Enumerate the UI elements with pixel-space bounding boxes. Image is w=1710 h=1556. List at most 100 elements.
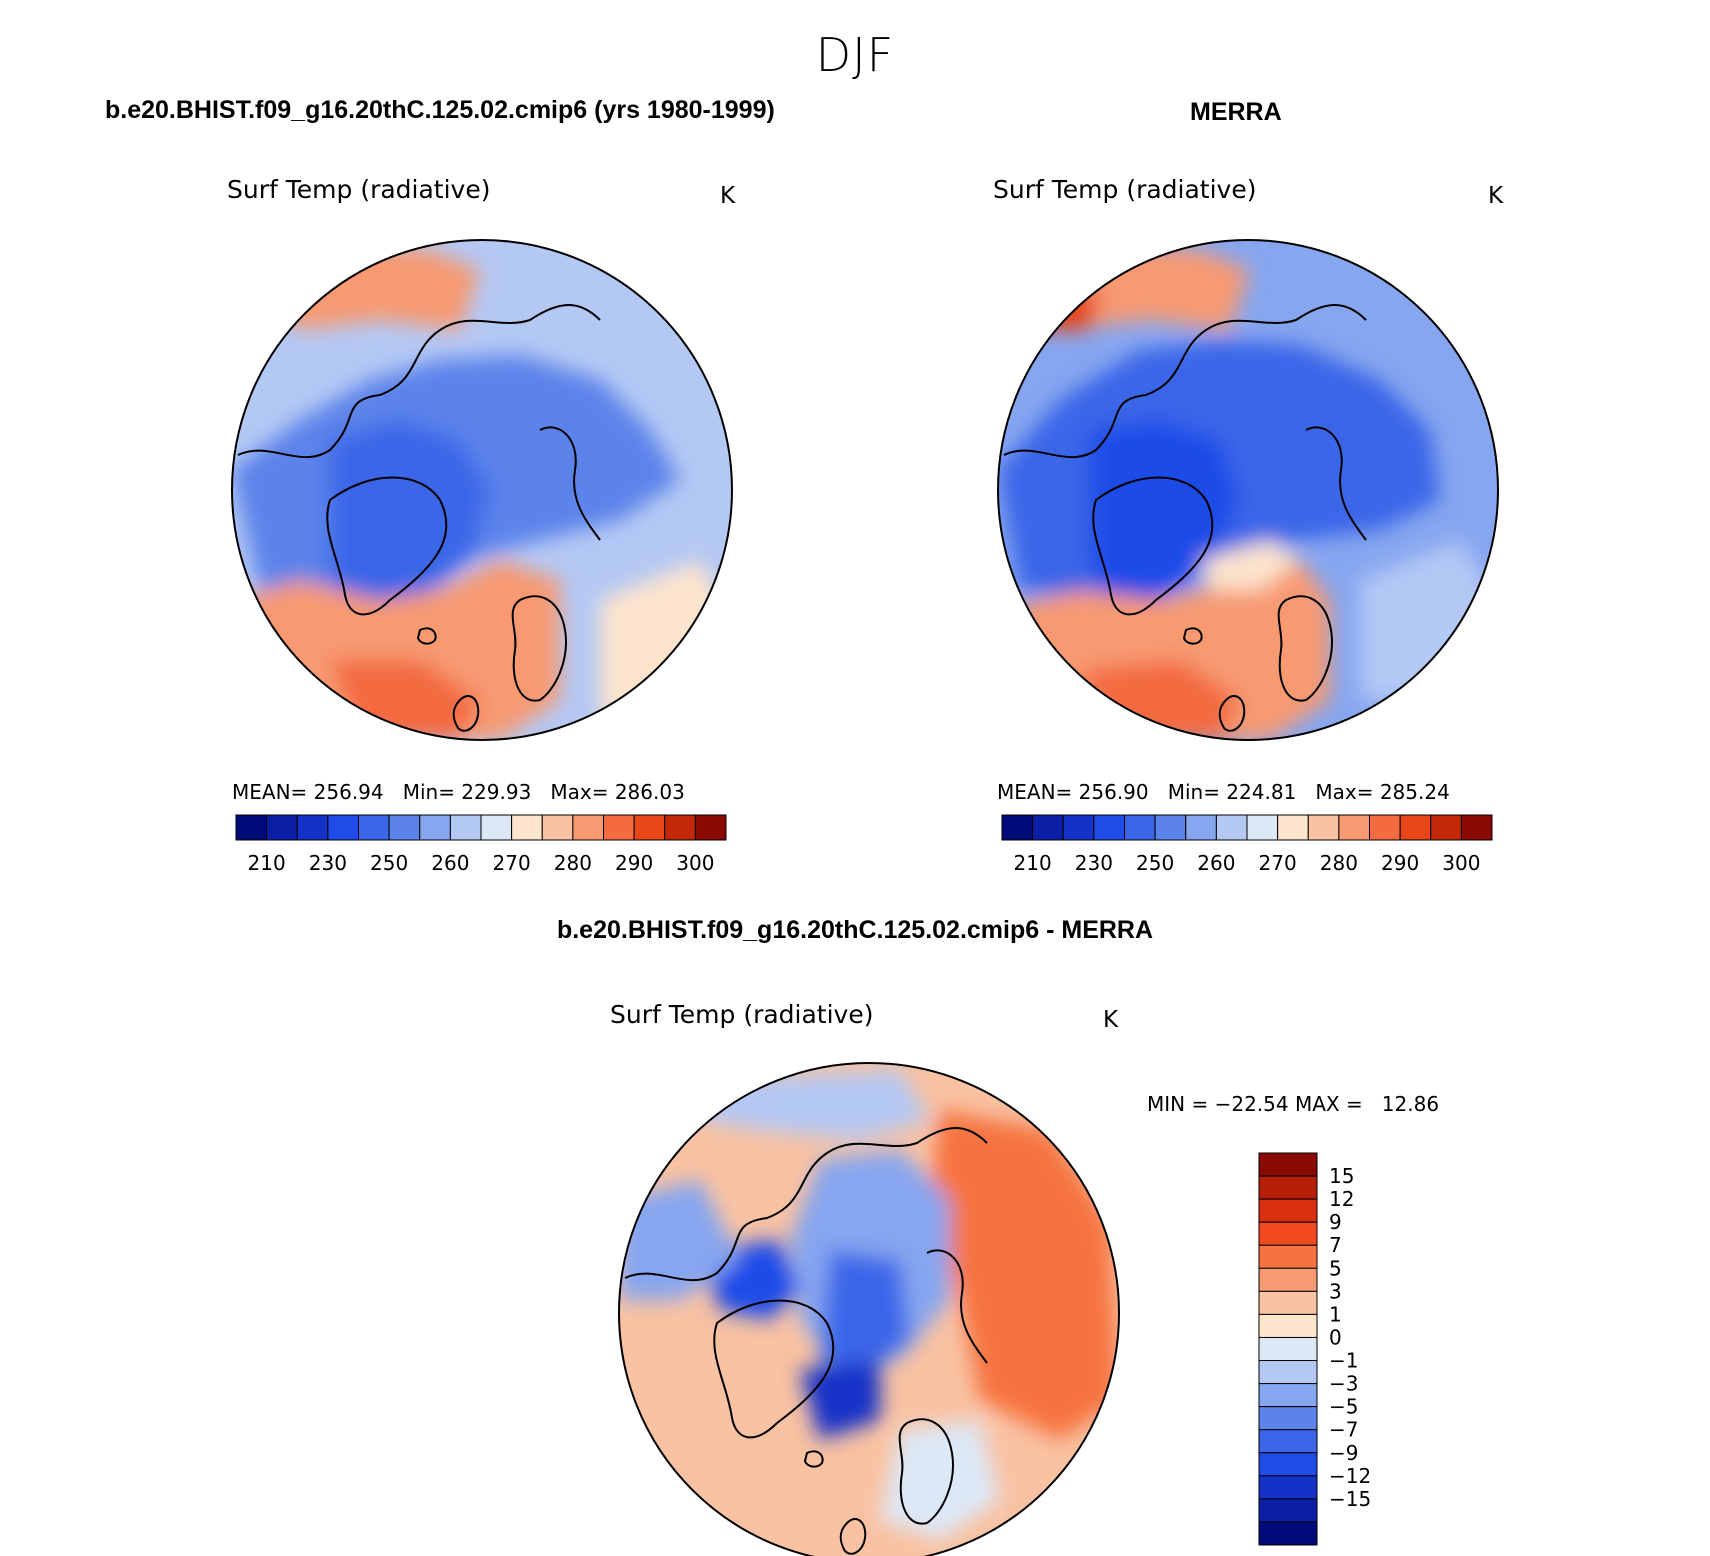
diff-colorbar-tick-label: 7 xyxy=(1329,1233,1342,1257)
left-colorbar-swatch xyxy=(664,814,696,841)
diff-colorbar-swatch xyxy=(1258,1267,1318,1292)
right-colorbar-swatch xyxy=(1460,814,1493,841)
right-colorbar-swatch xyxy=(1032,814,1064,841)
left-colorbar-swatch xyxy=(511,814,543,841)
diff-colorbar-tick-label: −3 xyxy=(1329,1372,1358,1396)
right-colorbar-tick-label: 290 xyxy=(1381,851,1419,875)
diff-colorbar-tick-label: 15 xyxy=(1329,1164,1354,1188)
right-colorbar-swatch xyxy=(1307,814,1340,841)
left-map-boundary xyxy=(231,239,733,741)
right-colorbar-swatch xyxy=(1062,814,1095,841)
right-colorbar-swatch xyxy=(1093,814,1125,841)
left-colorbar-swatch xyxy=(449,814,482,841)
diff-colorbar-swatch xyxy=(1258,1244,1318,1269)
right-stats-text: MEAN= 256.90 Min= 224.81 Max= 285.24 xyxy=(997,780,1450,804)
left-colorbar-swatch xyxy=(358,814,390,841)
right-colorbar-tick-label: 280 xyxy=(1320,851,1358,875)
diff-stats-text: MIN = −22.54 MAX = 12.86 xyxy=(1147,1092,1440,1116)
left-colorbar-swatch xyxy=(235,814,268,841)
left-panel-title: b.e20.BHIST.f09_g16.20thC.125.02.cmip6 (… xyxy=(105,96,775,124)
diff-colorbar-tick-label: −12 xyxy=(1329,1464,1371,1488)
diff-variable-label: Surf Temp (radiative) xyxy=(610,1000,874,1029)
left-coastlines xyxy=(237,304,601,732)
right-polar-map xyxy=(998,240,1498,740)
right-colorbar-swatch xyxy=(1399,814,1432,841)
diff-colorbar-swatch xyxy=(1258,1198,1318,1223)
diff-siberia-warm-region xyxy=(930,1110,1119,1440)
diff-colorbar-tick-label: −7 xyxy=(1329,1418,1358,1442)
right-colorbar-tick-label: 300 xyxy=(1442,851,1480,875)
left-colorbar-swatch xyxy=(694,814,727,841)
right-map-boundary xyxy=(997,239,1499,741)
right-colorbar-swatch xyxy=(1001,814,1034,841)
diff-scandinavia-neutral xyxy=(880,1420,1000,1540)
left-polar-map xyxy=(232,240,732,740)
left-variable-label: Surf Temp (radiative) xyxy=(227,175,491,204)
diff-colorbar-swatch xyxy=(1258,1475,1318,1500)
right-norwegian-sea-region xyxy=(1200,540,1300,590)
diff-colorbar-swatch xyxy=(1258,1336,1318,1362)
diff-colorbar-swatch xyxy=(1258,1521,1318,1546)
right-colorbar-swatch xyxy=(1246,814,1279,841)
figure-title: DJF xyxy=(815,28,895,82)
right-colorbar-swatch xyxy=(1215,814,1248,841)
right-colorbar-tick-label: 230 xyxy=(1075,851,1113,875)
left-colorbar-tick-label: 270 xyxy=(493,851,531,875)
left-colorbar-tick-label: 250 xyxy=(370,851,408,875)
left-colorbar-swatch xyxy=(480,814,513,841)
diff-colorbar-swatch xyxy=(1258,1452,1318,1477)
left-colorbar: 210 230 250 260 270 280 290 300 xyxy=(235,814,727,875)
right-panel-title: MERRA xyxy=(1190,98,1282,126)
left-colorbar-swatch xyxy=(572,814,604,841)
diff-colorbar-tick-label: 9 xyxy=(1329,1210,1342,1234)
right-colorbar-swatch xyxy=(1277,814,1309,841)
right-colorbar: 210 230 250 260 270 280 290 300 xyxy=(1001,814,1493,875)
right-coastlines xyxy=(1003,304,1367,732)
diff-colorbar-tick-label: 3 xyxy=(1329,1279,1342,1303)
right-unit-label: K xyxy=(1488,183,1504,209)
left-colorbar-swatch xyxy=(266,814,298,841)
diff-colorbar-tick-label: 1 xyxy=(1329,1302,1342,1326)
diff-colorbar-swatch xyxy=(1258,1221,1318,1246)
diff-colorbar-swatch xyxy=(1258,1313,1318,1338)
left-unit-label: K xyxy=(720,183,736,209)
diff-colorbar-tick-label: −9 xyxy=(1329,1441,1358,1465)
diff-colorbar-tick-label: 12 xyxy=(1329,1187,1354,1211)
right-colorbar-swatch xyxy=(1338,814,1370,841)
left-colorbar-tick-label: 230 xyxy=(309,851,347,875)
diff-colorbar-tick-label: −15 xyxy=(1329,1487,1371,1511)
diff-arctic-strong-cool xyxy=(820,1250,910,1380)
left-colorbar-tick-label: 210 xyxy=(248,851,286,875)
right-colorbar-swatch xyxy=(1430,814,1462,841)
right-colorbar-swatch xyxy=(1369,814,1401,841)
diff-unit-label: K xyxy=(1103,1007,1119,1033)
right-colorbar-tick-label: 250 xyxy=(1136,851,1174,875)
right-colorbar-tick-label: 260 xyxy=(1197,851,1235,875)
left-colorbar-tick-label: 300 xyxy=(676,851,714,875)
right-colorbar-tick-label: 270 xyxy=(1259,851,1297,875)
diff-map-boundary xyxy=(618,1062,1120,1556)
left-colorbar-tick-label: 260 xyxy=(431,851,469,875)
right-colorbar-swatch xyxy=(1154,814,1187,841)
left-colorbar-swatch xyxy=(296,814,329,841)
diff-colorbar-swatch xyxy=(1258,1429,1318,1454)
left-colorbar-swatch xyxy=(541,814,574,841)
right-colorbar-swatch xyxy=(1185,814,1217,841)
right-variable-label: Surf Temp (radiative) xyxy=(993,175,1257,204)
diff-colorbar-swatch xyxy=(1258,1290,1318,1315)
diff-colorbar-swatch xyxy=(1258,1383,1318,1408)
right-colorbar-swatch xyxy=(1124,814,1156,841)
diff-colorbar-swatch xyxy=(1258,1152,1318,1177)
diff-canada-cool xyxy=(619,1180,740,1300)
diff-colorbar-tick-label: −1 xyxy=(1329,1349,1358,1373)
diff-colorbar-swatch xyxy=(1258,1498,1318,1523)
diff-colorbar-swatch xyxy=(1258,1360,1318,1385)
left-colorbar-swatch xyxy=(327,814,359,841)
diff-colorbar-tick-label: −5 xyxy=(1329,1395,1358,1419)
diff-baffin-cool xyxy=(800,1360,880,1440)
left-colorbar-tick-label: 280 xyxy=(554,851,592,875)
left-colorbar-tick-label: 290 xyxy=(615,851,653,875)
